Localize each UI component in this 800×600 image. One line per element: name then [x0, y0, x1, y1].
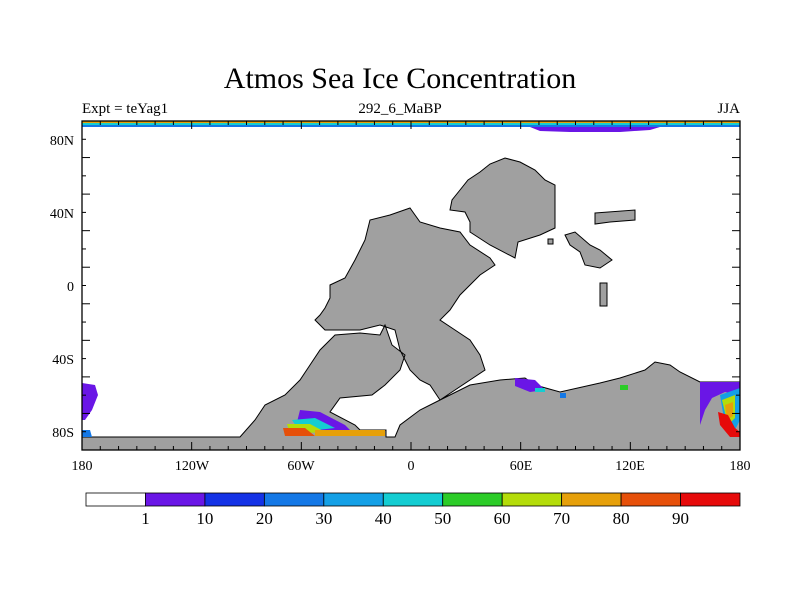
season-label: JJA [717, 101, 740, 117]
x-axis-labels: 180 120W 60W 0 60E 120E 180 [72, 459, 751, 474]
island-small [599, 282, 608, 307]
colorbar-swatch [263, 492, 325, 507]
y-tick-label: 80N [50, 134, 74, 149]
y-tick-label: 80S [52, 426, 74, 441]
colorbar-swatch [620, 492, 681, 507]
x-tick-label: 60W [287, 459, 315, 474]
x-tick-label: 120W [175, 459, 210, 474]
colorbar-swatch [382, 492, 444, 507]
colorbar-label: 90 [672, 509, 689, 528]
island-east [564, 231, 613, 269]
colorbar-swatch [501, 492, 563, 507]
experiment-label: Expt = teYag1 [82, 101, 169, 117]
period-label: 292_6_MaBP [358, 101, 442, 117]
colorbar-label: 60 [494, 509, 511, 528]
axis-ticks [81, 120, 741, 451]
colorbar-label: 10 [196, 509, 213, 528]
y-tick-label: 40N [50, 207, 74, 222]
y-tick-label: 40S [52, 353, 74, 368]
colorbar-label: 20 [256, 509, 273, 528]
colorbar-swatch [323, 492, 384, 507]
island-northeast [594, 209, 636, 225]
colorbar-label: 50 [434, 509, 451, 528]
colorbar-label: 30 [315, 509, 332, 528]
x-tick-label: 60E [510, 459, 533, 474]
x-tick-label: 0 [408, 459, 415, 474]
colorbar-label: 70 [553, 509, 570, 528]
colorbar-swatch [204, 492, 265, 507]
colorbar-swatch [561, 492, 622, 507]
colorbar-swatch [680, 492, 741, 507]
land-masses [81, 157, 741, 451]
colorbar-label: 1 [141, 509, 150, 528]
colorbar: 1 10 20 30 40 50 60 70 80 90 [85, 492, 741, 528]
y-tick-label: 0 [67, 280, 74, 295]
x-tick-label: 180 [730, 459, 751, 474]
colorbar-swatch [145, 492, 206, 507]
ice-west-edge [82, 383, 98, 420]
main-continent [81, 207, 741, 451]
arctic-ice-patch [530, 127, 660, 132]
colorbar-label: 40 [375, 509, 392, 528]
colorbar-label: 80 [613, 509, 630, 528]
x-tick-label: 180 [72, 459, 93, 474]
x-tick-label: 120E [615, 459, 645, 474]
colorbar-swatch [85, 492, 146, 507]
colorbar-swatch [442, 492, 503, 507]
africa-eurasia-block [449, 157, 556, 259]
islet [547, 238, 554, 245]
chart-title: Atmos Sea Ice Concentration [223, 62, 577, 95]
sea-ice-patches [82, 378, 740, 437]
y-axis-labels: 80N 40N 0 40S 80S [50, 134, 74, 441]
